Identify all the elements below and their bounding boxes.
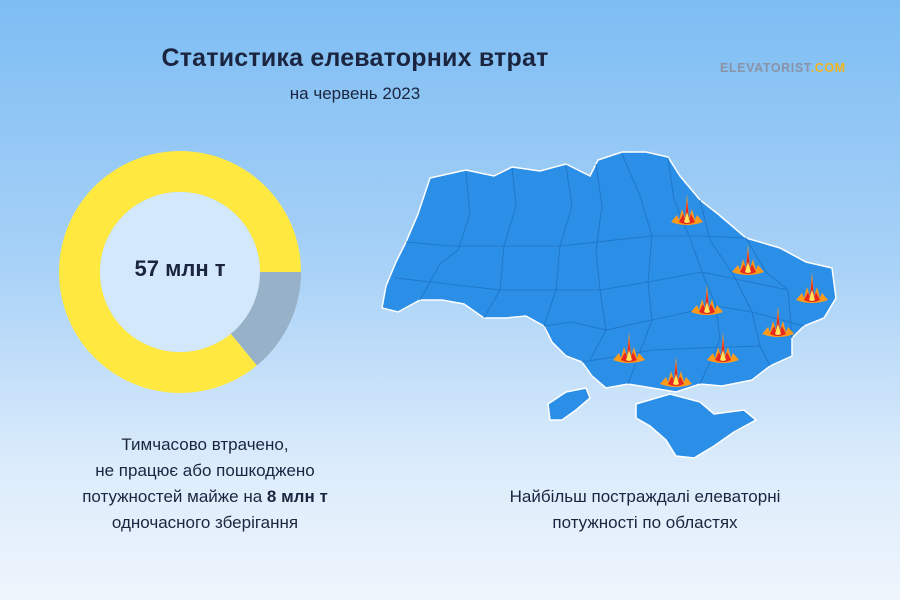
fire-icon [732, 244, 764, 275]
donut-center-label: 57 млн т [134, 256, 226, 281]
fire-icon [660, 356, 692, 387]
map-coast-islet [547, 387, 591, 421]
region-border [745, 237, 793, 339]
caption-lost-line-2: не працює або пошкоджено [95, 461, 315, 480]
chart-title: Статистика елеваторних втрат [161, 44, 549, 72]
caption-lost-line-3-start: потужностей майже на [82, 487, 267, 506]
caption-lost-line-3: потужностей майже на 8 млн т [30, 484, 380, 510]
region-border [543, 305, 805, 331]
fire-icon [762, 306, 794, 337]
region-border [395, 271, 789, 291]
caption-lost-line-4: одночасного зберігання [111, 513, 299, 532]
donut-hole [100, 192, 260, 352]
map-mainland [381, 151, 837, 393]
caption-regions: Найбільш постраждалі елеваторні потужнос… [470, 484, 820, 536]
caption-lost-line-1: Тимчасово втрачено, [121, 435, 289, 454]
region-border [589, 163, 607, 361]
region-border [405, 235, 747, 247]
damage-markers [613, 194, 828, 387]
caption-regions-line-1: Найбільш постраждалі елеваторні [509, 487, 781, 506]
caption-regions-line-2: потужності по областях [552, 513, 738, 532]
region-border [581, 345, 761, 363]
region-border [419, 171, 471, 301]
map-crimea [635, 393, 758, 459]
fire-icon [613, 332, 645, 363]
caption-lost-capacity: Тимчасово втрачено, не працює або пошкод… [30, 432, 380, 536]
fire-icon [707, 332, 739, 363]
fire-icon [691, 284, 723, 315]
caption-lost-amount: 8 млн т [266, 487, 328, 506]
donut-slice-damaged [230, 272, 301, 366]
fire-icon [671, 194, 703, 225]
donut-slice-main [59, 150, 301, 393]
donut-chart [59, 150, 301, 393]
brand-logo-main: ELEVATORIST [720, 61, 811, 75]
brand-logo[interactable]: ELEVATORIST.COM [720, 61, 846, 75]
chart-subtitle: на червень 2023 [289, 84, 421, 103]
fire-icon [796, 272, 828, 303]
region-border [699, 199, 771, 367]
region-borders [395, 153, 805, 385]
brand-logo-suffix: .COM [810, 61, 846, 75]
